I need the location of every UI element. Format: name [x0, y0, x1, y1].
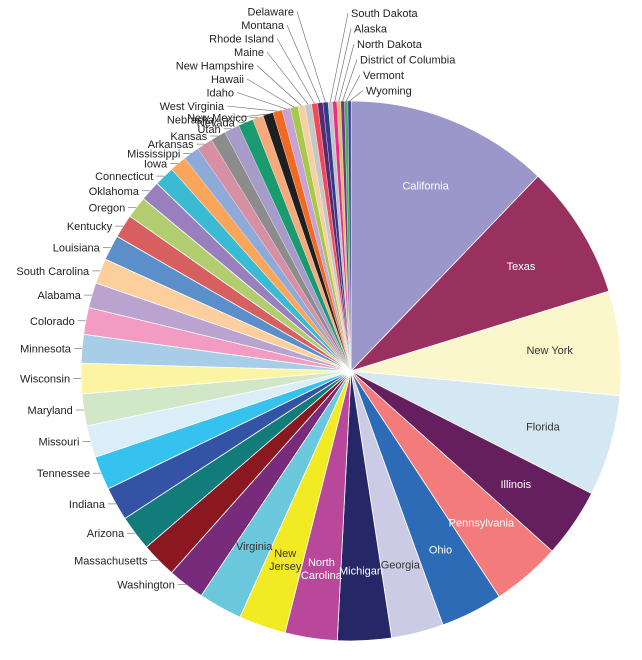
- slice-label-wisconsin: Wisconsin: [20, 374, 70, 386]
- slice-label-arizona: Arizona: [87, 528, 125, 540]
- slice-label-nevada: Nevada: [197, 117, 236, 129]
- labels-layer: California Texas New York Florida Illinois Pe…: [16, 7, 573, 592]
- leader-line-new-hampshire: [256, 65, 302, 106]
- leader-line-west-virginia: [226, 105, 278, 112]
- leader-line-rhode-island: [276, 38, 315, 104]
- slice-label-wyoming: Wyoming: [366, 86, 412, 98]
- leader-line-montana: [286, 24, 321, 103]
- pie-slice-wyoming: [347, 100, 352, 372]
- slice-label-montana: Montana: [241, 20, 285, 32]
- leader-line-vermont: [345, 74, 361, 102]
- slice-label-massachusetts: Massachusetts: [74, 555, 148, 567]
- slice-label-texas: Texas: [507, 261, 536, 273]
- pie-slice-california: [350, 100, 539, 372]
- slices-layer: [80, 100, 622, 642]
- slice-label-utah: Utah: [197, 124, 220, 136]
- slice-label-colorado: Colorado: [30, 316, 75, 328]
- slice-label-district-of-columbia: District of Columbia: [360, 55, 456, 67]
- slice-label-new-hampshire: New Hampshire: [176, 61, 254, 73]
- slice-label-north-carolina: North Carolina: [301, 557, 343, 582]
- leader-line-district-of-columbia: [342, 59, 358, 102]
- slice-label-maryland: Maryland: [28, 405, 73, 417]
- slice-label-michigan: Michigan: [339, 566, 383, 578]
- slice-label-new-jersey: New Jersey: [269, 548, 302, 573]
- slice-label-georgia: Georgia: [381, 560, 421, 572]
- leader-line-north-dakota: [338, 43, 355, 102]
- slice-label-nebraska: Nebraska: [167, 115, 215, 127]
- slice-label-minnesota: Minnesota: [20, 344, 72, 356]
- slice-label-california: California: [402, 181, 449, 193]
- slice-label-oklahoma: Oklahoma: [89, 186, 140, 198]
- slice-label-connecticut: Connecticut: [95, 171, 153, 183]
- slice-label-louisiana: Louisiana: [53, 243, 101, 255]
- slice-label-hawaii: Hawaii: [211, 74, 244, 86]
- slice-label-north-dakota: North Dakota: [357, 39, 423, 51]
- slice-label-indiana: Indiana: [69, 499, 106, 511]
- leader-line-maine: [266, 51, 309, 105]
- slice-label-virginia: Virginia: [236, 541, 273, 553]
- slice-label-illinois: Illinois: [501, 479, 532, 491]
- slice-label-arkansas: Arkansas: [148, 139, 194, 151]
- leader-line-hawaii: [246, 78, 295, 108]
- slice-label-alabama: Alabama: [37, 290, 81, 302]
- slice-label-idaho: Idaho: [206, 88, 234, 100]
- slice-label-pennsylvania: Pennsylvania: [449, 517, 515, 529]
- slice-label-iowa: Iowa: [144, 159, 168, 171]
- slice-label-new-york: New York: [526, 345, 573, 357]
- leader-line-wyoming: [349, 90, 364, 102]
- slice-label-south-carolina: South Carolina: [16, 266, 90, 278]
- pie-slice-texas: [349, 175, 610, 372]
- slice-label-alaska: Alaska: [354, 24, 388, 36]
- slice-label-oregon: Oregon: [89, 202, 126, 214]
- slice-label-florida: Florida: [526, 422, 561, 434]
- slice-label-west-virginia: West Virginia: [160, 101, 225, 113]
- slice-label-kansas: Kansas: [170, 131, 207, 143]
- leader-line-delaware: [296, 11, 326, 103]
- slice-label-kentucky: Kentucky: [67, 221, 113, 233]
- slice-label-rhode-island: Rhode Island: [209, 34, 274, 46]
- leader-line-south-dakota: [330, 12, 349, 102]
- leader-lines-layer: [73, 11, 364, 586]
- slice-label-missouri: Missouri: [38, 437, 79, 449]
- leader-line-nebraska: [216, 113, 269, 120]
- slice-label-ohio: Ohio: [429, 545, 452, 557]
- slice-label-new-mexico: New Mexico: [187, 113, 247, 125]
- slice-label-vermont: Vermont: [363, 70, 404, 82]
- slice-label-south-dakota: South Dakota: [351, 8, 419, 20]
- leader-line-alaska: [334, 28, 352, 102]
- slice-label-maine: Maine: [234, 47, 264, 59]
- slice-label-tennessee: Tennessee: [37, 468, 90, 480]
- slice-label-washington: Washington: [117, 580, 175, 592]
- slice-label-delaware: Delaware: [248, 7, 294, 19]
- slice-label-mississippi: Mississippi: [127, 148, 180, 160]
- leader-line-idaho: [236, 92, 287, 110]
